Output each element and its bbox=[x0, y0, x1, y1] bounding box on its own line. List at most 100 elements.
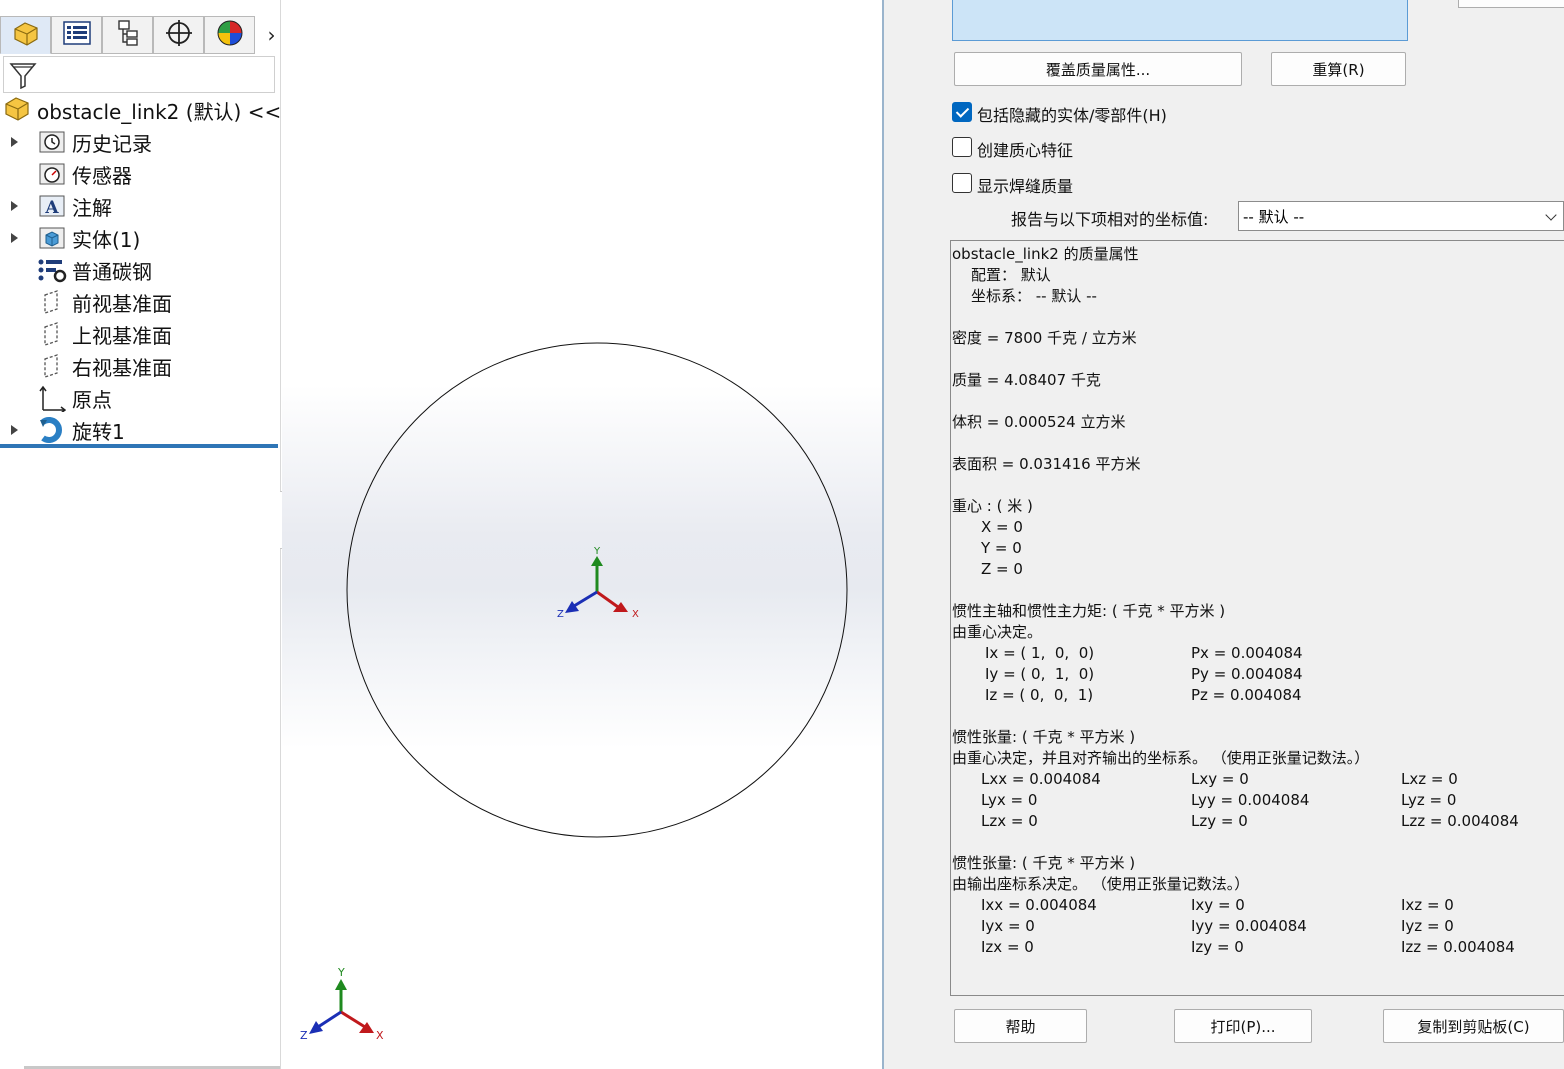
report-coord-sys: 坐标系： -- 默认 -- bbox=[971, 287, 1097, 305]
report-volume: 体积 = 0.000524 立方米 bbox=[952, 413, 1126, 431]
report-izy: Izy = 0 bbox=[1191, 938, 1244, 956]
reference-axis-triad: Y X Z bbox=[300, 966, 384, 1042]
report-com-y: Y = 0 bbox=[981, 539, 1022, 557]
report-principal-sub: 由重心决定。 bbox=[952, 623, 1043, 641]
report-density: 密度 = 7800 千克 / 立方米 bbox=[952, 329, 1137, 347]
report-tensor1-heading: 惯性张量: ( 千克 * 平方米 ) bbox=[952, 728, 1136, 746]
feature-manager-tabs: › bbox=[0, 16, 281, 54]
report-ixz: Ixz = 0 bbox=[1401, 896, 1454, 914]
tree-item-top-plane[interactable]: 上视基准面 bbox=[0, 319, 278, 349]
report-tensor2-heading: 惯性张量: ( 千克 * 平方米 ) bbox=[952, 854, 1136, 872]
part-icon bbox=[11, 19, 41, 51]
more-tabs-button[interactable]: › bbox=[267, 23, 276, 47]
expand-arrow-icon[interactable] bbox=[11, 137, 18, 147]
tree-item-right-plane[interactable]: 右视基准面 bbox=[0, 351, 278, 381]
show-weld-mass-checkbox[interactable] bbox=[952, 173, 972, 193]
feature-manager-tab[interactable] bbox=[0, 16, 51, 54]
report-ix: Ix = ( 1, 0, 0) bbox=[985, 644, 1095, 662]
override-mass-properties-button[interactable]: 覆盖质量属性... bbox=[954, 52, 1242, 86]
coordinate-system-label: 报告与以下项相对的坐标值: bbox=[1011, 210, 1209, 229]
mass-properties-report[interactable]: obstacle_link2 的质量属性 配置： 默认 坐标系： -- 默认 -… bbox=[950, 240, 1564, 996]
configuration-manager-tab[interactable] bbox=[102, 16, 153, 54]
tree-item-revolve1[interactable]: 旋转1 bbox=[0, 415, 278, 445]
tree-root-part[interactable]: obstacle_link2 (默认) << bbox=[3, 96, 281, 124]
report-lyx: Lyx = 0 bbox=[981, 791, 1038, 809]
part-silhouette-circle bbox=[346, 342, 848, 838]
create-com-label[interactable]: 创建质心特征 bbox=[977, 141, 1074, 160]
report-lzy: Lzy = 0 bbox=[1191, 812, 1248, 830]
plane-icon bbox=[37, 353, 67, 379]
report-com-x: X = 0 bbox=[981, 518, 1023, 536]
history-icon bbox=[37, 129, 67, 155]
recalculate-button[interactable]: 重算(R) bbox=[1271, 52, 1406, 86]
display-manager-tab[interactable] bbox=[204, 16, 255, 54]
part-name-label: obstacle_link2 (默认) << bbox=[37, 99, 282, 124]
report-lxy: Lxy = 0 bbox=[1191, 770, 1249, 788]
chevron-down-icon bbox=[1545, 209, 1557, 221]
show-weld-mass-label[interactable]: 显示焊缝质量 bbox=[977, 177, 1074, 196]
report-ixx: Ixx = 0.004084 bbox=[981, 896, 1097, 914]
property-manager-icon bbox=[62, 20, 92, 50]
plane-icon bbox=[37, 289, 67, 315]
center-axis-triad: Y X Z bbox=[557, 546, 639, 620]
annotation-icon: A bbox=[37, 193, 67, 219]
include-hidden-label[interactable]: 包括隐藏的实体/零部件(H) bbox=[977, 106, 1167, 125]
report-iyx: Iyx = 0 bbox=[981, 917, 1035, 935]
solid-body-icon bbox=[37, 225, 67, 251]
tree-item-annotations[interactable]: A 注解 bbox=[0, 191, 278, 221]
tree-item-label: 实体(1) bbox=[72, 227, 141, 252]
print-button[interactable]: 打印(P)... bbox=[1174, 1009, 1312, 1043]
expand-arrow-icon[interactable] bbox=[11, 201, 18, 211]
filter-icon bbox=[8, 61, 38, 93]
tree-item-material[interactable]: 普通碳钢 bbox=[0, 255, 278, 285]
sensor-icon bbox=[37, 161, 67, 187]
report-pz: Pz = 0.004084 bbox=[1191, 686, 1302, 704]
report-mass: 质量 = 4.08407 千克 bbox=[952, 371, 1101, 389]
tree-filter-box[interactable] bbox=[3, 56, 275, 93]
copy-to-clipboard-button[interactable]: 复制到剪贴板(C) bbox=[1383, 1009, 1564, 1043]
options-button[interactable] bbox=[1458, 0, 1564, 8]
help-button[interactable]: 帮助 bbox=[954, 1009, 1087, 1043]
property-manager-tab[interactable] bbox=[51, 16, 102, 54]
rollback-bar[interactable] bbox=[0, 444, 278, 448]
tree-item-history[interactable]: 历史记录 bbox=[0, 127, 278, 157]
expand-arrow-icon[interactable] bbox=[11, 233, 18, 243]
tree-item-solid-bodies[interactable]: 实体(1) bbox=[0, 223, 278, 253]
report-lzx: Lzx = 0 bbox=[981, 812, 1038, 830]
report-tensor1-sub: 由重心决定，并且对齐输出的坐标系。 （使用正张量记数法。） bbox=[952, 749, 1370, 767]
crosshair-icon bbox=[164, 19, 194, 51]
tree-item-label: 旋转1 bbox=[72, 419, 125, 444]
tree-item-front-plane[interactable]: 前视基准面 bbox=[0, 287, 278, 317]
coordinate-system-dropdown[interactable]: -- 默认 -- bbox=[1238, 201, 1564, 231]
report-iyz: Iyz = 0 bbox=[1401, 917, 1454, 935]
report-principal-heading: 惯性主轴和惯性主力矩: ( 千克 * 平方米 ) bbox=[952, 602, 1226, 620]
report-config: 配置： 默认 bbox=[971, 266, 1051, 284]
dimxpert-tab[interactable] bbox=[153, 16, 204, 54]
tree-item-label: 原点 bbox=[72, 387, 112, 412]
report-py: Py = 0.004084 bbox=[1191, 665, 1303, 683]
report-izx: Izx = 0 bbox=[981, 938, 1034, 956]
graphics-viewport[interactable]: Y X Z Y X Z bbox=[282, 0, 882, 1069]
report-lzz: Lzz = 0.004084 bbox=[1401, 812, 1519, 830]
panel-scrollbar[interactable] bbox=[24, 1066, 280, 1069]
tree-item-origin[interactable]: 原点 bbox=[0, 383, 278, 413]
origin-icon bbox=[37, 385, 67, 412]
include-hidden-checkbox[interactable] bbox=[952, 102, 972, 122]
report-ixy: Ixy = 0 bbox=[1191, 896, 1245, 914]
tree-item-label: 传感器 bbox=[72, 163, 132, 188]
material-icon bbox=[37, 257, 67, 283]
tree-item-label: 历史记录 bbox=[72, 131, 152, 156]
expand-arrow-icon[interactable] bbox=[11, 425, 18, 435]
selected-items-list[interactable] bbox=[952, 0, 1408, 41]
viewport-canvas: Y X Z Y X Z bbox=[300, 342, 848, 1042]
tree-item-sensors[interactable]: 传感器 bbox=[0, 159, 278, 189]
tree-item-label: 上视基准面 bbox=[72, 323, 172, 348]
report-com-z: Z = 0 bbox=[981, 560, 1023, 578]
report-tensor2-sub: 由输出座标系决定。 （使用正张量记数法。） bbox=[952, 875, 1250, 893]
appearance-sphere-icon bbox=[215, 19, 245, 51]
feature-manager-panel: › obstacle_link2 (默认) << 历史记录 传感器 A 注解 bbox=[0, 0, 281, 1069]
report-lxz: Lxz = 0 bbox=[1401, 770, 1458, 788]
create-com-checkbox[interactable] bbox=[952, 137, 972, 157]
report-lyy: Lyy = 0.004084 bbox=[1191, 791, 1310, 809]
revolve-icon bbox=[37, 417, 67, 443]
